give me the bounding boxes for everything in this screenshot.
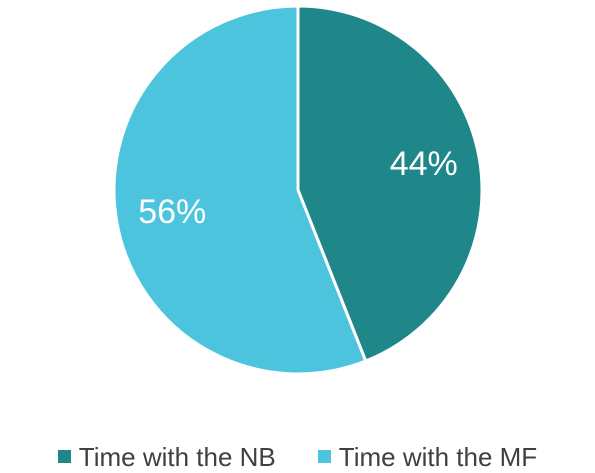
legend-item-mf: Time with the MF [317,441,538,472]
legend-swatch-mf [317,450,331,463]
slice-label-nb: 44% [390,145,458,183]
slice-label-mf: 56% [138,193,206,231]
legend-label-nb: Time with the NB [78,441,276,472]
pie-slice-mf [112,4,368,376]
pie-slices [112,4,484,376]
legend-label-mf: Time with the MF [338,441,538,472]
legend-item-nb: Time with the NB [57,441,276,472]
chart-legend: Time with the NB Time with the MF [0,440,595,473]
pie-labels: 44% 56% [138,145,458,231]
pie-slice-nb [296,4,484,363]
legend-swatch-nb [57,450,71,463]
